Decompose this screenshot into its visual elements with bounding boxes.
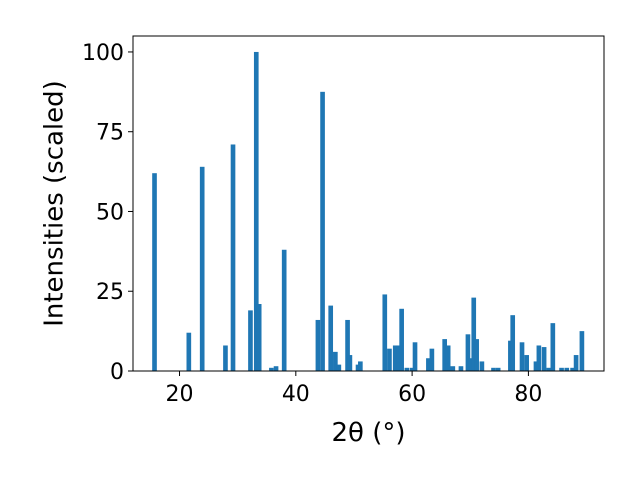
x-tick-label: 60 (398, 382, 426, 407)
bar (358, 361, 363, 371)
plot-frame (132, 35, 605, 372)
y-axis-ticks: 0 25 50 75 100 (82, 41, 133, 385)
bar (510, 315, 516, 371)
x-tick-label: 80 (514, 382, 542, 407)
bar (223, 345, 228, 371)
bar (442, 339, 447, 371)
bar (396, 345, 402, 371)
bar (387, 348, 392, 371)
bar (524, 355, 529, 371)
bar (495, 367, 501, 371)
bar (533, 361, 539, 371)
bar (579, 331, 585, 371)
bar (570, 367, 575, 371)
x-axis-ticks: 20 40 60 80 (166, 371, 542, 407)
bar (273, 366, 279, 371)
y-tick-label: 25 (96, 280, 124, 305)
bar (199, 166, 205, 371)
y-tick-label: 75 (96, 121, 124, 146)
bar (333, 351, 338, 371)
bar (450, 366, 456, 371)
bar (474, 339, 479, 371)
bar (541, 347, 547, 371)
bar (399, 308, 404, 371)
bar (281, 249, 287, 371)
bar (230, 144, 236, 371)
bar (479, 361, 485, 371)
x-axis-label: 2θ (°) (331, 418, 405, 448)
bar (320, 91, 325, 371)
bar (328, 305, 334, 371)
bar (404, 367, 410, 371)
bar (315, 319, 321, 371)
bar (347, 355, 353, 371)
bar (253, 51, 259, 371)
bar (550, 323, 556, 371)
bar (559, 367, 564, 371)
bar (409, 367, 415, 371)
x-tick-label: 40 (282, 382, 310, 407)
y-tick-label: 50 (96, 200, 124, 225)
bar (345, 319, 350, 371)
bar (412, 342, 418, 371)
bar (546, 367, 552, 371)
bar (152, 173, 157, 371)
bar (519, 342, 525, 371)
bar (429, 348, 435, 371)
bars-group (152, 51, 585, 371)
x-tick-label: 20 (166, 382, 194, 407)
bar (248, 310, 253, 371)
bar (536, 345, 542, 371)
bar (458, 366, 464, 371)
bar (186, 332, 192, 371)
bar (468, 358, 474, 371)
y-tick-label: 100 (82, 41, 124, 66)
bar (382, 294, 388, 371)
bar (445, 345, 451, 371)
bar (564, 367, 570, 371)
y-tick-label: 0 (110, 360, 124, 385)
bar (256, 304, 262, 371)
bar (573, 355, 579, 371)
y-axis-label: Intensities (scaled) (40, 80, 70, 327)
bar (336, 364, 342, 371)
bar (491, 367, 496, 371)
bar (471, 297, 477, 371)
bar (269, 367, 274, 371)
bar (426, 358, 431, 371)
bar (465, 334, 471, 371)
bar (392, 345, 398, 371)
